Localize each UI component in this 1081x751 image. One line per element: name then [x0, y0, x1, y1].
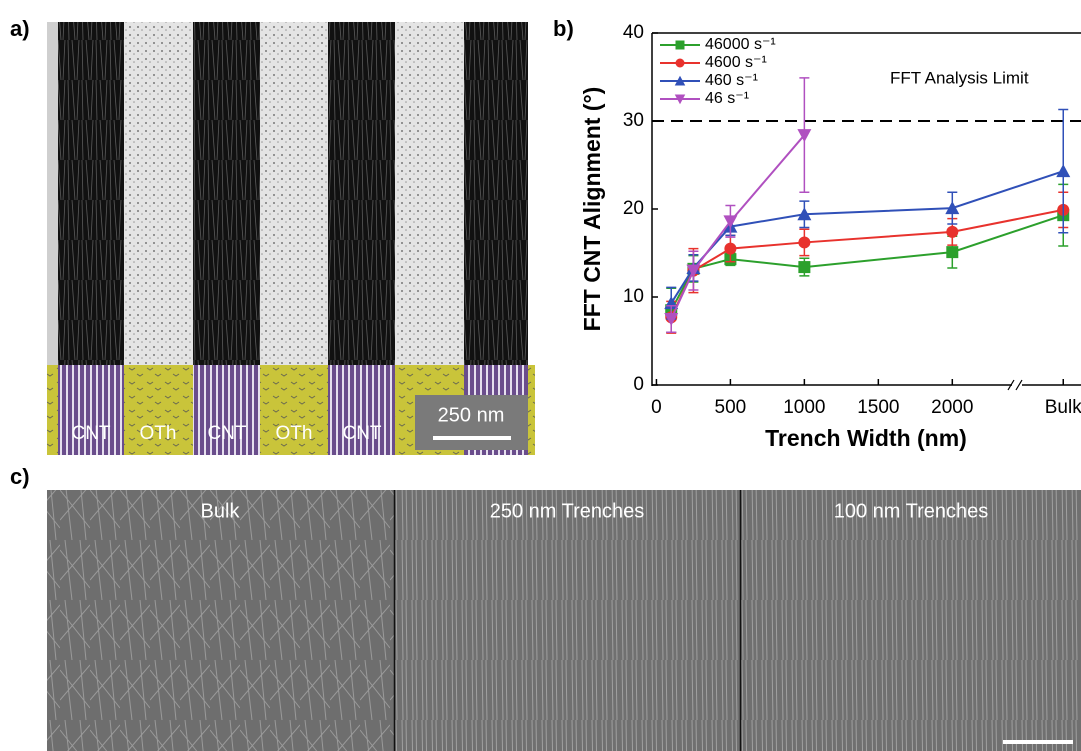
marker [946, 226, 958, 238]
stripe-label: OTh [140, 423, 177, 444]
series-line [671, 135, 804, 319]
legend-label: 46 s⁻¹ [705, 90, 749, 107]
legend-label: 46000 s⁻¹ [705, 36, 776, 53]
panel-label: c) [10, 464, 30, 489]
stripe-label: CNT [207, 423, 246, 444]
legend-label: 460 s⁻¹ [705, 72, 758, 89]
y-tick-label: 0 [633, 374, 644, 395]
marker [798, 236, 810, 248]
x-tick-label: 2000 [931, 397, 973, 418]
y-tick-label: 40 [623, 22, 644, 43]
image-title: Bulk [201, 500, 241, 522]
stripe-label: CNT [342, 423, 381, 444]
legend-label: 4600 s⁻¹ [705, 54, 767, 71]
scale-bar-label: 250 nm [438, 404, 505, 426]
marker [724, 243, 736, 255]
x-tick-label: 500 [715, 397, 747, 418]
image-title: 250 nm Trenches [490, 500, 645, 522]
figure: a) b) c) CNT OTh CNT OTh CNT 250 nm Bulk 250 nm Tr… [0, 0, 1081, 751]
panel-label: a) [10, 16, 30, 41]
stripe-label: OTh [276, 423, 313, 444]
panel-a-image [47, 22, 535, 455]
reference-label: FFT Analysis Limit [890, 68, 1029, 87]
marker [798, 261, 810, 273]
legend-marker [676, 41, 685, 50]
x-tick-label: 0 [651, 397, 662, 418]
y-tick-label: 30 [623, 110, 644, 131]
marker [946, 246, 958, 258]
marker [1056, 164, 1070, 177]
panel-label: b) [553, 16, 574, 41]
stripe-label: CNT [71, 423, 110, 444]
image-title: 100 nm Trenches [834, 500, 989, 522]
x-tick-label: 1500 [857, 397, 899, 418]
x-tick-label: 1000 [783, 397, 825, 418]
x-tick-label: Bulk [1045, 397, 1081, 418]
legend-marker [676, 59, 685, 68]
x-axis-title: Trench Width (nm) [765, 425, 967, 451]
y-axis-title: FFT CNT Alignment (°) [579, 87, 605, 332]
y-tick-label: 20 [623, 198, 644, 219]
panel-c-image [47, 490, 1081, 751]
y-tick-label: 10 [623, 286, 644, 307]
